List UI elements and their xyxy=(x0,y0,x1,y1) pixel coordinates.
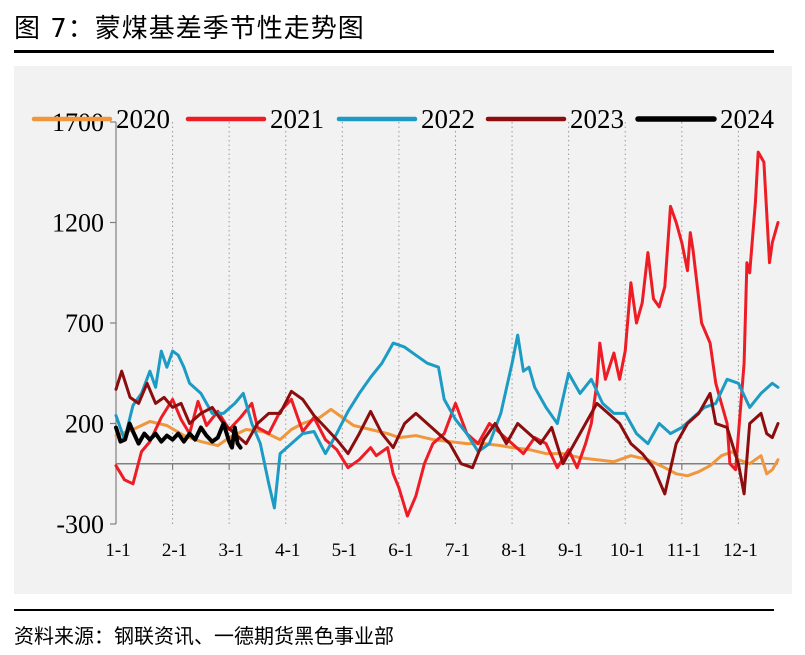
title-rule xyxy=(14,50,774,53)
y-tick-label: 1200 xyxy=(52,209,104,238)
legend-label-2023: 2023 xyxy=(570,104,624,134)
x-tick-label: 1-1 xyxy=(105,540,130,561)
legend: 2020 2021 2022 2023 2024 xyxy=(31,104,775,134)
x-tick-label: 5-1 xyxy=(332,540,357,561)
series-line-2023 xyxy=(114,369,780,496)
line-chart: -300 200 700 1200 1700 1-1 2-1 3-1 4-1 5-1 6-1 7-1 8… xyxy=(14,66,792,594)
x-tick-label: 12-1 xyxy=(723,540,758,561)
series-line-2024 xyxy=(114,421,243,450)
source-note: 资料来源：钢联资讯、一德期货黑色事业部 xyxy=(14,624,394,648)
x-tick-label: 3-1 xyxy=(218,540,243,561)
y-tick-label: 700 xyxy=(65,309,104,338)
figure-title: 图 7：蒙煤基差季节性走势图 xyxy=(14,14,365,44)
legend-label-2021: 2021 xyxy=(270,104,324,134)
source-rule xyxy=(14,609,774,611)
legend-label-2024: 2024 xyxy=(720,104,775,134)
x-tick-label: 9-1 xyxy=(558,540,583,561)
y-tick-label: -300 xyxy=(56,510,104,539)
x-tick-label: 8-1 xyxy=(501,540,526,561)
x-tick-label: 7-1 xyxy=(445,540,470,561)
series-lines xyxy=(114,150,780,518)
axes: -300 200 700 1200 1700 1-1 2-1 3-1 4-1 5-1 6-1 7-1 8… xyxy=(52,108,778,561)
y-tick-label: 1700 xyxy=(52,108,104,137)
x-tick-label: 6-1 xyxy=(388,540,413,561)
legend-label-2022: 2022 xyxy=(421,104,475,134)
x-tick-label: 4-1 xyxy=(275,540,300,561)
chart-background xyxy=(14,66,792,594)
x-tick-label: 11-1 xyxy=(667,540,701,561)
y-tick-label: 200 xyxy=(65,410,104,439)
x-tick-label: 2-1 xyxy=(162,540,187,561)
series-line-2022 xyxy=(114,333,780,510)
series-line-2021 xyxy=(114,150,780,518)
chart-area: -300 200 700 1200 1700 1-1 2-1 3-1 4-1 5-1 6-1 7-1 8… xyxy=(14,66,792,594)
legend-label-2020: 2020 xyxy=(116,104,170,134)
series-line-2020 xyxy=(114,407,780,478)
x-tick-label: 10-1 xyxy=(610,540,645,561)
